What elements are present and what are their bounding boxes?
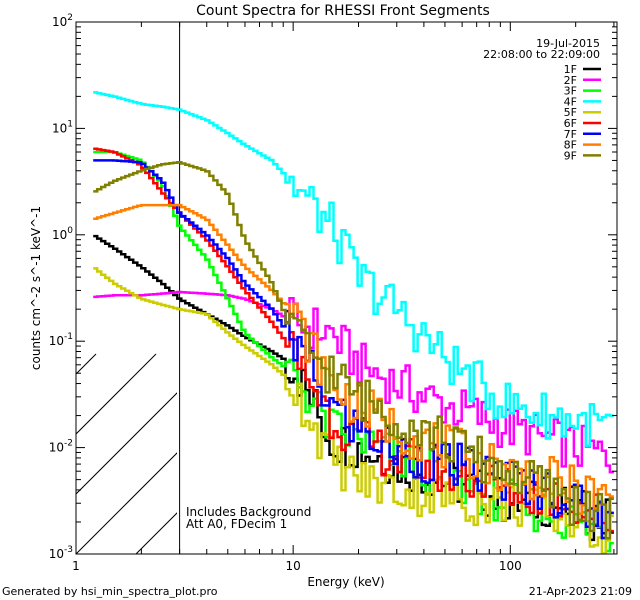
x-tick-label: 100 [499,559,522,573]
series-line-9F [93,161,614,540]
y-tick-label: 101 [52,119,73,135]
date-label: 19-Jul-2015 [536,37,600,50]
legend-label-3F: 3F [564,85,577,98]
hatch-line [135,512,177,554]
hatch-line [0,354,36,554]
legend-label-2F: 2F [564,74,577,87]
footer-timestamp: 21-Apr-2023 21:09 [529,585,632,598]
chart-title: Count Spectra for RHESSI Front Segments [196,3,490,19]
series-line-2F [93,290,614,474]
legend-label-4F: 4F [564,95,577,108]
hatch-line [76,392,177,495]
y-tick-label: 10-1 [49,332,73,348]
axis-ticks: 1 10 100 10-3 10-2 10-1 100 101 102 [49,13,617,573]
y-tick-label: 10-2 [49,439,73,455]
legend-label-6F: 6F [564,117,577,130]
hatched-region [0,353,640,554]
x-axis-label: Energy (keV) [307,575,384,589]
hatch-line [76,353,157,435]
x-tick-label: 1 [72,559,80,573]
legend-label-7F: 7F [564,128,577,141]
legend-label-9F: 9F [564,149,577,162]
series-line-3F [93,150,614,553]
y-tick-label: 102 [52,13,73,29]
time-range-label: 22:08:00 to 22:09:00 [483,48,600,61]
x-tick-label: 10 [286,559,301,573]
series-lines [93,91,614,554]
y-tick-label: 100 [52,226,73,242]
y-tick-label: 10-3 [49,545,73,561]
y-axis-label: counts cm^-2 s^-1 keV^-1 [29,206,43,370]
footer-generator: Generated by hsi_min_spectra_plot.pro [2,585,218,598]
attenuator-note: Att A0, FDecim 1 [186,517,287,531]
hatch-line [76,452,177,554]
hatch-line [616,354,640,554]
series-line-4F [93,91,614,447]
plot-frame [75,21,618,555]
background-note: Includes Background [186,505,311,519]
legend-label-1F: 1F [564,63,577,76]
legend-label-5F: 5F [564,106,577,119]
series-line-7F [93,159,614,540]
legend-label-8F: 8F [564,139,577,152]
